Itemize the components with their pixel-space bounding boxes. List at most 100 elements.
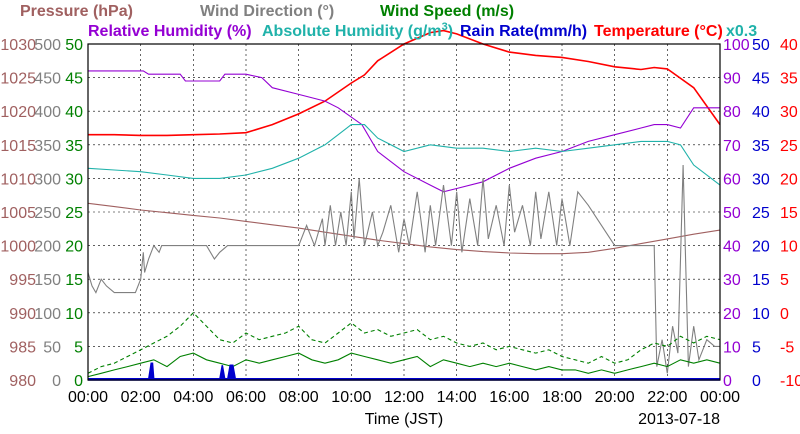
pressure-tick-label: 1005 <box>0 205 36 222</box>
rain_rate-tick-label: 20 <box>752 239 770 256</box>
legend-text: Wind Speed (m/s) <box>380 3 514 20</box>
wind_direction-tick-label: 100 <box>34 306 61 323</box>
humidity-tick-label: 100 <box>723 37 750 54</box>
rain_rate-tick-label: 0 <box>752 373 761 390</box>
series-pressure-hpa <box>87 202 721 255</box>
rain_rate-tick-label: 50 <box>752 37 770 54</box>
rain_rate-tick-label: 35 <box>752 138 770 155</box>
wind_speed-tick-label: 0 <box>74 373 83 390</box>
humidity-tick-label: 10 <box>723 339 741 356</box>
temperature-tick-label: -10 <box>780 373 800 390</box>
temperature-tick-label: 40 <box>780 37 798 54</box>
series-wind-direction <box>87 164 720 374</box>
rain_rate-tick-label: 25 <box>752 205 770 222</box>
x-tick-label: 22:00 <box>647 389 687 406</box>
wind_direction-tick-label: 0 <box>52 373 61 390</box>
pressure-tick-label: 1000 <box>0 239 36 256</box>
humidity-tick-label: 0 <box>723 373 732 390</box>
legend-text: Wind Direction (°) <box>200 3 334 20</box>
legend-item: Relative Humidity (%) <box>88 23 252 40</box>
legend-text: Temperature (°C) <box>594 23 723 40</box>
wind_speed-tick-label: 10 <box>65 306 83 323</box>
temperature-tick-label: 30 <box>780 104 798 121</box>
legend-superscript: 3 <box>442 21 448 33</box>
temperature-tick-label: 35 <box>780 71 798 88</box>
x-tick-label: 12:00 <box>384 389 424 406</box>
wind_speed-tick-label: 30 <box>65 171 83 188</box>
x-tick-label: 08:00 <box>279 389 319 406</box>
wind_direction-tick-label: 250 <box>34 205 61 222</box>
legend-item: x0.3 <box>726 23 757 40</box>
rain_rate-tick-label: 10 <box>752 306 770 323</box>
pressure-tick-label: 985 <box>9 339 36 356</box>
date-label: 2013-07-18 <box>638 411 720 428</box>
humidity-tick-label: 30 <box>723 272 741 289</box>
wind_speed-tick-label: 50 <box>65 37 83 54</box>
series-absolute-humidity-g-m3-x0-3 <box>87 124 721 186</box>
legend-item: Wind Speed (m/s) <box>380 3 514 20</box>
humidity-tick-label: 60 <box>723 171 741 188</box>
x-tick-label: 02:00 <box>121 389 161 406</box>
wind_direction-tick-label: 450 <box>34 71 61 88</box>
humidity-tick-label: 50 <box>723 205 741 222</box>
wind_direction-tick-label: 350 <box>34 138 61 155</box>
humidity-tick-label: 20 <box>723 306 741 323</box>
x-axis-label: Time (JST) <box>365 411 444 428</box>
wind_direction-tick-label: 150 <box>34 272 61 289</box>
legend-text: x0.3 <box>726 23 757 40</box>
legend-text: Relative Humidity (%) <box>88 23 252 40</box>
pressure-tick-label: 1010 <box>0 171 36 188</box>
rain_rate-tick-label: 5 <box>752 339 761 356</box>
series-wind-speed-m-s-avg <box>87 352 721 378</box>
wind_direction-tick-label: 50 <box>43 339 61 356</box>
temperature-tick-label: 10 <box>780 239 798 256</box>
pressure-tick-label: 980 <box>9 373 36 390</box>
rain_rate-tick-label: 15 <box>752 272 770 289</box>
legend-item: Absolute Humidity (g/m3) <box>262 21 453 40</box>
wind_speed-tick-label: 45 <box>65 71 83 88</box>
pressure-tick-label: 1020 <box>0 104 36 121</box>
series-relative-humidity <box>88 70 720 193</box>
pressure-tick-label: 1030 <box>0 37 36 54</box>
temperature-tick-label: 15 <box>780 205 798 222</box>
x-tick-label: 18:00 <box>542 389 582 406</box>
x-tick-label: 10:00 <box>331 389 371 406</box>
legend-item: Temperature (°C) <box>594 23 723 40</box>
legend-item: Pressure (hPa) <box>20 3 133 20</box>
series-group <box>87 29 721 381</box>
y-axes: 1030102510201015101010051000995990985980… <box>0 37 800 390</box>
legend-text: Rain Rate(mm/h) <box>460 23 587 40</box>
temperature-tick-label: 20 <box>780 171 798 188</box>
x-tick-label: 16:00 <box>489 389 529 406</box>
wind_direction-tick-label: 300 <box>34 171 61 188</box>
x-tick-label: 00:00 <box>700 389 740 406</box>
pressure-tick-label: 1015 <box>0 138 36 155</box>
temperature-tick-label: 0 <box>780 306 789 323</box>
wind_speed-tick-label: 40 <box>65 104 83 121</box>
humidity-tick-label: 40 <box>723 239 741 256</box>
pressure-tick-label: 1025 <box>0 71 36 88</box>
humidity-tick-label: 80 <box>723 104 741 121</box>
wind_speed-tick-label: 5 <box>74 339 83 356</box>
humidity-tick-label: 70 <box>723 138 741 155</box>
humidity-tick-label: 90 <box>723 71 741 88</box>
wind_speed-tick-label: 15 <box>65 272 83 289</box>
temperature-tick-label: 25 <box>780 138 798 155</box>
series-wind-speed-m-s-gust <box>87 312 721 374</box>
pressure-tick-label: 990 <box>9 306 36 323</box>
legend-item: Rain Rate(mm/h) <box>460 23 587 40</box>
wind_speed-tick-label: 25 <box>65 205 83 222</box>
rain_rate-tick-label: 40 <box>752 104 770 121</box>
rain_rate-tick-label: 30 <box>752 171 770 188</box>
wind_direction-tick-label: 400 <box>34 104 61 121</box>
plot-frame <box>87 43 721 381</box>
x-axis: 00:00 02:00 04:00 06:00 08:00 10:00 12:00 14:00… <box>68 389 740 406</box>
x-tick-label: 20:00 <box>595 389 635 406</box>
legend-text-close: ) <box>448 23 453 40</box>
temperature-tick-label: 5 <box>780 272 789 289</box>
x-tick-label: 00:00 <box>68 389 108 406</box>
legend-item: Wind Direction (°) <box>200 3 334 20</box>
x-tick-label: 04:00 <box>173 389 213 406</box>
temperature-tick-label: -5 <box>780 339 794 356</box>
